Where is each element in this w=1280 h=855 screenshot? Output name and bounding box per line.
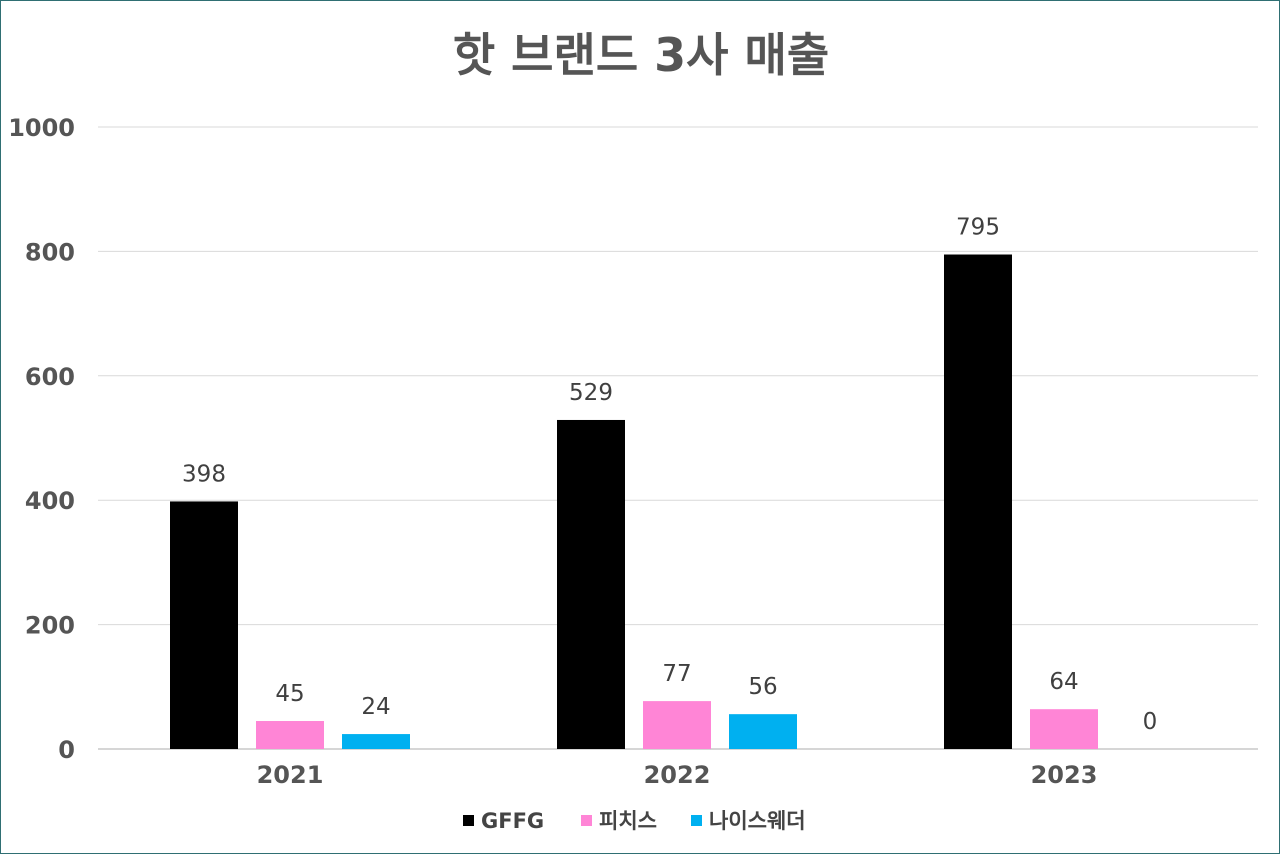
bar [342, 734, 410, 749]
data-label: 77 [662, 661, 691, 687]
data-label: 56 [748, 674, 777, 700]
x-tick-label: 2022 [644, 761, 711, 789]
data-label: 45 [275, 681, 304, 707]
legend-swatch [581, 815, 592, 826]
y-tick-label: 600 [25, 363, 75, 391]
legend-swatch [463, 815, 474, 826]
y-tick-label: 0 [58, 736, 75, 764]
data-label: 0 [1143, 709, 1158, 735]
bar [944, 254, 1012, 749]
data-labels: 398 529 795 45 77 64 24 56 0 [182, 215, 1157, 735]
x-tick-label: 2023 [1031, 761, 1098, 789]
bar [557, 419, 625, 749]
data-label: 795 [956, 215, 1000, 241]
data-label: 398 [182, 461, 226, 487]
y-tick-label: 800 [25, 238, 75, 266]
bar [729, 714, 797, 749]
bar [256, 721, 324, 749]
bar [170, 501, 238, 749]
legend-entry: GFFG [481, 809, 544, 833]
x-axis-ticks: 2021 2022 2023 [257, 761, 1098, 789]
bar [643, 701, 711, 749]
gridlines [98, 126, 1258, 750]
x-tick-label: 2021 [257, 761, 324, 789]
chart-title: 핫 브랜드 3사 매출 [453, 28, 829, 82]
y-tick-label: 400 [25, 487, 75, 515]
data-label: 64 [1049, 669, 1078, 695]
legend: GFFG 피치스 나이스웨더 [463, 809, 806, 833]
data-label: 24 [361, 694, 390, 720]
legend-entry: 나이스웨더 [709, 809, 806, 833]
legend-swatch [691, 815, 702, 826]
y-tick-label: 1000 [8, 114, 75, 142]
bars [170, 254, 1098, 749]
y-tick-label: 200 [25, 612, 75, 640]
legend-entry: 피치스 [599, 809, 657, 833]
y-axis-ticks: 0 200 400 600 800 1000 [8, 114, 75, 764]
bar [1030, 709, 1098, 749]
data-label: 529 [569, 380, 613, 406]
